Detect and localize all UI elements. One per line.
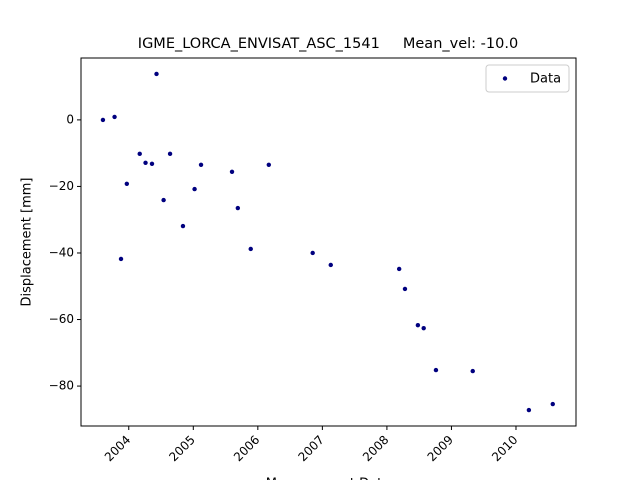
y-tick-label: −60 bbox=[49, 312, 74, 326]
legend-box bbox=[485, 64, 570, 93]
data-point bbox=[154, 71, 159, 77]
data-point bbox=[433, 367, 439, 373]
data-point bbox=[328, 262, 333, 268]
data-point bbox=[229, 169, 235, 174]
data-point bbox=[192, 186, 197, 192]
x-axis-label: Measurement Date bbox=[266, 477, 390, 480]
data-point bbox=[124, 181, 130, 186]
data-point bbox=[235, 205, 241, 211]
y-axis-label: Displacement [mm] bbox=[20, 178, 35, 307]
data-point bbox=[266, 162, 272, 168]
data-point bbox=[248, 246, 253, 252]
data-point bbox=[550, 401, 555, 407]
data-point bbox=[112, 114, 117, 120]
data-point bbox=[421, 325, 426, 331]
data-point bbox=[167, 151, 173, 157]
y-tick-label: −40 bbox=[49, 245, 74, 259]
y-tick-label: 0 bbox=[66, 112, 74, 126]
data-point bbox=[402, 286, 408, 292]
data-point bbox=[470, 368, 475, 374]
data-point bbox=[526, 407, 532, 413]
data-point bbox=[415, 322, 421, 328]
chart-title: IGME_LORCA_ENVISAT_ASC_1541 Mean_vel: -1… bbox=[138, 36, 518, 52]
data-point bbox=[180, 223, 186, 229]
data-point bbox=[100, 117, 106, 123]
plot-frame bbox=[80, 57, 577, 427]
y-tick-label: −80 bbox=[49, 379, 74, 393]
data-point bbox=[161, 197, 166, 203]
data-point bbox=[396, 266, 402, 272]
data-point bbox=[198, 162, 204, 168]
data-point bbox=[310, 250, 315, 256]
y-tick-label: −20 bbox=[49, 179, 74, 193]
data-point bbox=[137, 151, 142, 157]
legend-marker bbox=[502, 76, 508, 81]
data-point bbox=[149, 161, 155, 167]
data-point bbox=[143, 160, 148, 166]
legend-label: Data bbox=[530, 72, 561, 87]
data-point bbox=[118, 256, 124, 262]
